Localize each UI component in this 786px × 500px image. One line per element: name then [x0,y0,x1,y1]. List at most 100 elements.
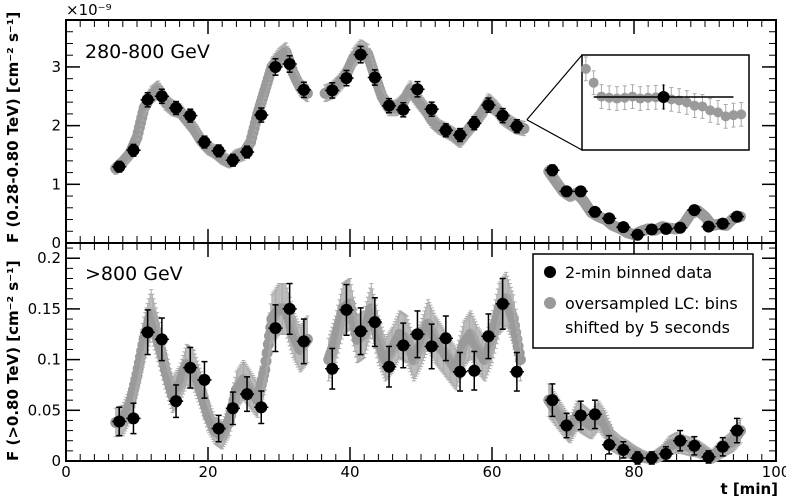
binned-point [425,340,438,353]
y-tick-label: 0.1 [37,351,61,369]
binned-point [127,412,140,425]
inset-oversampled-point [728,110,739,121]
binned-point [603,438,616,451]
x-tick-label: 100 [762,463,786,481]
binned-point [269,322,282,335]
binned-point [212,422,225,435]
bottom-panel-label: >800 GeV [85,263,183,285]
binned-point [155,333,168,346]
binned-point [659,222,672,235]
binned-point [659,447,672,460]
x-tick-label: 40 [340,463,359,481]
inset-connector-upper [526,54,583,121]
binned-point [510,365,523,378]
binned-point [127,144,140,157]
binned-point [496,109,509,122]
binned-point [482,330,495,343]
binned-point [588,408,601,421]
binned-point [688,204,701,217]
top-panel-x-ticks [65,20,777,243]
legend-marker-oversampled [544,297,556,309]
binned-point [354,48,367,61]
legend-label-oversampled-line2: shifted by 5 seconds [565,318,730,337]
binned-point [454,129,467,142]
binned-point [326,84,339,97]
binned-point [283,302,296,315]
inset-binned-point [657,90,670,103]
inset-oversampled-point [674,95,685,106]
oversampled-point [514,354,526,366]
top-binned-series [112,45,745,241]
binned-point [546,164,559,177]
x-tick-label: 20 [198,463,217,481]
binned-point [241,146,254,159]
inset-oversampled-point [643,92,654,103]
binned-point [468,117,481,130]
binned-point [184,109,197,122]
binned-point [617,221,630,234]
binned-point [170,395,183,408]
binned-point [645,223,658,236]
binned-point [560,419,573,432]
binned-point [439,124,452,137]
x-axis-title: t [min] [720,480,778,498]
inset-oversampled-point [619,92,630,103]
binned-point [411,83,424,96]
binned-point [297,335,310,348]
binned-point [702,450,715,463]
y-tick-label: 0 [51,452,61,470]
binned-point [241,388,254,401]
y-tick-label: 0 [51,234,61,252]
binned-point [482,99,495,112]
binned-point [468,364,481,377]
x-tick-label: 60 [482,463,501,481]
bottom-panel-y-ticks: 0 0.05 0.1 0.15 0.2 [28,247,776,470]
y-tick-label: 3 [51,58,61,76]
binned-point [588,205,601,218]
binned-point [574,185,587,198]
binned-point [113,160,126,173]
inset-oversampled-point [689,100,700,111]
bottom-panel: 0 0.05 0.1 0.15 0.2 0 20 40 60 80 100 >800 GeV F … [4,242,786,498]
binned-point [617,443,630,456]
inset-oversampled-point [635,93,646,104]
binned-point [716,440,729,453]
binned-point [184,361,197,374]
top-panel-y-axis-title: F (0.28-0.80 TeV) [cm⁻² s⁻¹] [4,12,22,243]
binned-point [574,409,587,422]
binned-point [603,212,616,225]
inset-oversampled-point [580,63,591,74]
binned-point [198,136,211,149]
legend-label-binned: 2-min binned data [565,263,712,282]
binned-point [397,103,410,116]
binned-point [226,154,239,167]
bottom-binned-series [112,277,745,465]
binned-point [297,83,310,96]
binned-point [255,109,268,122]
binned-point [454,365,467,378]
inset-oversampled-point [611,93,622,104]
binned-point [411,328,424,341]
binned-point [155,90,168,103]
inset-oversampled-point [720,111,731,122]
binned-point [269,60,282,73]
x-tick-label: 0 [61,463,71,481]
binned-point [283,58,296,71]
binned-point [113,415,126,428]
binned-point [383,360,396,373]
bottom-panel-y-axis-title: F (>0.80 TeV) [cm⁻² s⁻¹] [4,260,22,461]
binned-point [730,210,743,223]
top-panel-label: 280-800 GeV [85,41,210,63]
inset-oversampled-point [588,77,599,88]
top-panel: 0 1 2 3 280-800 GeV ×10⁻⁹ F (0.28-0.80 TeV)… [4,1,777,252]
y-tick-label: 0.05 [28,401,61,419]
binned-point [674,434,687,447]
binned-point [368,71,381,84]
inset-oversampled-point [712,107,723,118]
legend-box [532,253,754,349]
legend-marker-binned [544,266,556,278]
binned-point [645,451,658,464]
binned-point [730,424,743,437]
binned-point [688,439,701,452]
